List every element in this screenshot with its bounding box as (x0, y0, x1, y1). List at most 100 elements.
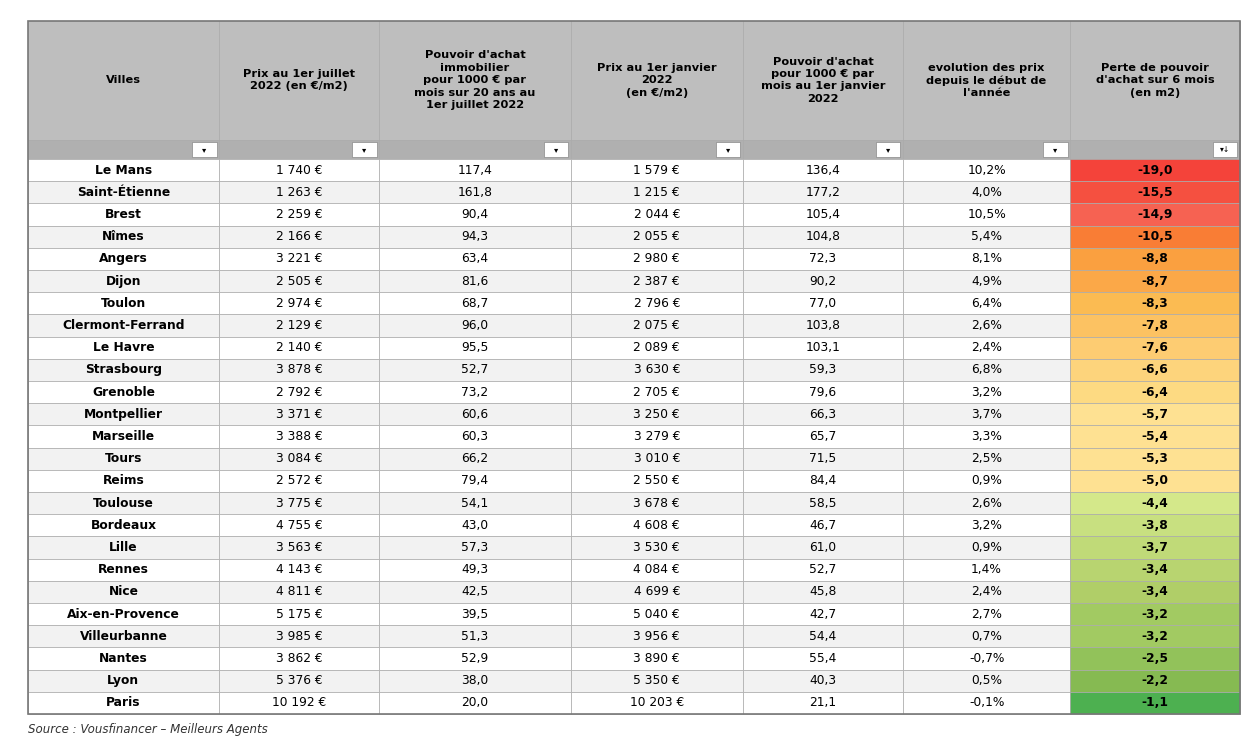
Text: 3,2%: 3,2% (971, 386, 1001, 398)
Bar (1071, 226, 1240, 248)
Bar (379, 470, 571, 492)
Text: 3 775 €: 3 775 € (276, 496, 323, 509)
Bar (1071, 514, 1240, 536)
Bar (743, 358, 902, 381)
Bar (379, 692, 571, 714)
Text: 52,7: 52,7 (809, 563, 837, 576)
Bar (743, 492, 902, 514)
Text: 0,5%: 0,5% (971, 674, 1001, 687)
Bar (571, 140, 743, 159)
Text: 2 140 €: 2 140 € (276, 341, 323, 354)
Bar (379, 492, 571, 514)
Text: -3,4: -3,4 (1142, 563, 1168, 576)
Text: -8,3: -8,3 (1142, 297, 1168, 310)
Text: 2 792 €: 2 792 € (276, 386, 323, 398)
Text: 6,4%: 6,4% (971, 297, 1001, 310)
Text: 2 550 €: 2 550 € (634, 475, 680, 488)
Bar (379, 381, 571, 404)
Text: 5 350 €: 5 350 € (634, 674, 680, 687)
Text: 2,4%: 2,4% (971, 586, 1001, 598)
Text: 4,9%: 4,9% (971, 274, 1001, 287)
Bar (379, 448, 571, 470)
Bar (1071, 270, 1240, 292)
Text: -5,3: -5,3 (1142, 452, 1168, 465)
Bar (743, 514, 902, 536)
Bar (743, 292, 902, 314)
Bar (28, 559, 220, 580)
Bar (28, 21, 220, 140)
Bar (902, 492, 1071, 514)
Text: Angers: Angers (99, 253, 148, 266)
Text: 72,3: 72,3 (809, 253, 837, 266)
Text: Saint-Étienne: Saint-Étienne (77, 186, 169, 199)
Text: 68,7: 68,7 (462, 297, 488, 310)
Text: Rennes: Rennes (98, 563, 149, 576)
Text: -8,8: -8,8 (1142, 253, 1168, 266)
Text: 52,7: 52,7 (462, 364, 488, 376)
Bar (743, 559, 902, 580)
Text: -3,2: -3,2 (1142, 608, 1168, 620)
Bar (379, 21, 571, 140)
Text: 10,5%: 10,5% (968, 208, 1007, 221)
Text: 52,9: 52,9 (462, 652, 488, 665)
Bar (743, 692, 902, 714)
Text: 51,3: 51,3 (462, 630, 488, 643)
Bar (1071, 536, 1240, 559)
Text: Lyon: Lyon (108, 674, 139, 687)
Bar (379, 647, 571, 670)
Bar (28, 182, 220, 203)
Bar (571, 182, 743, 203)
Text: 3 563 €: 3 563 € (276, 541, 323, 554)
Text: -1,1: -1,1 (1142, 697, 1168, 709)
Bar (28, 470, 220, 492)
Bar (571, 559, 743, 580)
Text: 2 387 €: 2 387 € (634, 274, 680, 287)
Text: Nîmes: Nîmes (102, 230, 144, 243)
Text: 4,0%: 4,0% (971, 186, 1001, 199)
Text: 2 980 €: 2 980 € (634, 253, 680, 266)
Text: 95,5: 95,5 (462, 341, 488, 354)
Text: -3,2: -3,2 (1142, 630, 1168, 643)
Text: Toulouse: Toulouse (93, 496, 154, 509)
Bar (1071, 404, 1240, 425)
Text: 4 143 €: 4 143 € (276, 563, 323, 576)
Text: Nice: Nice (108, 586, 138, 598)
Bar (28, 381, 220, 404)
Text: -7,8: -7,8 (1142, 319, 1168, 332)
Text: 5 376 €: 5 376 € (276, 674, 323, 687)
Bar (1071, 182, 1240, 203)
Text: Brest: Brest (105, 208, 142, 221)
Bar (743, 203, 902, 226)
Text: Pouvoir d'achat
immobilier
pour 1000 € par
mois sur 20 ans au
1er juillet 2022: Pouvoir d'achat immobilier pour 1000 € p… (414, 50, 536, 110)
Bar (1071, 21, 1240, 140)
Bar (571, 248, 743, 270)
Bar (571, 647, 743, 670)
Text: 10,2%: 10,2% (968, 164, 1005, 176)
Bar (902, 226, 1071, 248)
Text: 3 678 €: 3 678 € (634, 496, 680, 509)
Text: 94,3: 94,3 (462, 230, 488, 243)
Bar (28, 536, 220, 559)
Text: 90,2: 90,2 (809, 274, 837, 287)
Bar (28, 404, 220, 425)
Bar (1071, 159, 1240, 182)
Bar (220, 536, 379, 559)
Bar (571, 159, 743, 182)
Text: Perte de pouvoir
d'achat sur 6 mois
(en m2): Perte de pouvoir d'achat sur 6 mois (en … (1096, 63, 1215, 98)
Bar (743, 226, 902, 248)
Bar (379, 580, 571, 603)
Text: -5,7: -5,7 (1142, 408, 1168, 421)
Text: Prix au 1er juillet
2022 (en €/m2): Prix au 1er juillet 2022 (en €/m2) (243, 69, 355, 92)
Text: 73,2: 73,2 (462, 386, 488, 398)
Bar (571, 404, 743, 425)
Bar (220, 603, 379, 625)
Bar (571, 603, 743, 625)
Text: -10,5: -10,5 (1137, 230, 1173, 243)
Bar (571, 425, 743, 448)
Text: 20,0: 20,0 (462, 697, 488, 709)
Text: 3 388 €: 3 388 € (276, 430, 323, 443)
Bar (571, 203, 743, 226)
Text: -6,4: -6,4 (1142, 386, 1168, 398)
Text: 2 089 €: 2 089 € (634, 341, 680, 354)
Bar (379, 514, 571, 536)
